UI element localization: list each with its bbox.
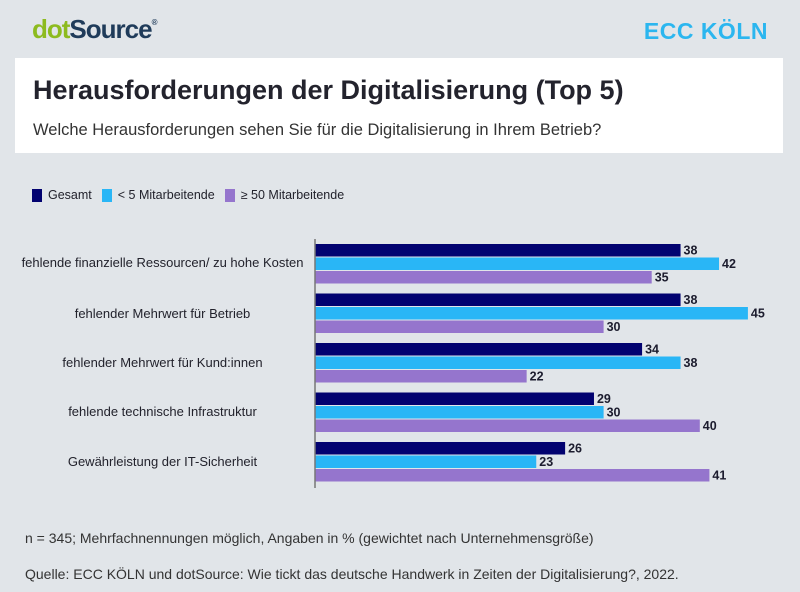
data-label: 29 bbox=[597, 392, 611, 406]
data-label: 23 bbox=[539, 455, 553, 469]
bar bbox=[315, 356, 681, 369]
bar bbox=[315, 293, 681, 306]
data-label: 40 bbox=[703, 419, 717, 433]
data-label: 35 bbox=[655, 271, 669, 285]
legend-swatch bbox=[32, 188, 42, 202]
legend-item-small: < 5 Mitarbeitende bbox=[101, 188, 215, 202]
bar bbox=[315, 455, 537, 468]
bar bbox=[315, 271, 652, 284]
legend-label: ≥ 50 Mitarbeitende bbox=[240, 188, 345, 202]
category-label: fehlender Mehrwert für Betrieb bbox=[74, 306, 251, 321]
ecc-koeln-logo: ECC KÖLN bbox=[643, 18, 768, 44]
title-box: Herausforderungen der Digitalisierung (T… bbox=[15, 58, 783, 153]
chart-title: Herausforderungen der Digitalisierung (T… bbox=[33, 75, 624, 105]
data-label: 22 bbox=[530, 370, 544, 384]
dotsource-logo: dotSource® bbox=[32, 14, 157, 44]
bar bbox=[315, 392, 594, 405]
legend: Gesamt < 5 Mitarbeitende ≥ 50 Mitarbeite… bbox=[32, 188, 344, 202]
data-label: 45 bbox=[751, 307, 765, 321]
category-label: Gewährleistung der IT-Sicherheit bbox=[67, 454, 258, 469]
data-label: 41 bbox=[712, 469, 726, 483]
data-label: 30 bbox=[607, 406, 621, 420]
data-label: 26 bbox=[568, 442, 582, 456]
bar bbox=[315, 343, 643, 356]
category-label: fehlender Mehrwert für Kund:innen bbox=[62, 355, 263, 370]
data-label: 38 bbox=[684, 356, 698, 370]
chart-subtitle: Welche Herausforderungen sehen Sie für d… bbox=[33, 121, 602, 139]
data-label: 30 bbox=[607, 320, 621, 334]
legend-swatch bbox=[101, 188, 112, 202]
category-label: fehlende finanzielle Ressourcen/ zu hohe… bbox=[21, 255, 304, 270]
category-label: fehlende technische Infrastruktur bbox=[68, 404, 257, 419]
bar bbox=[315, 244, 681, 257]
legend-label: < 5 Mitarbeitende bbox=[117, 188, 215, 202]
bar bbox=[315, 469, 710, 482]
bar bbox=[315, 257, 720, 270]
footnote: n = 345; Mehrfachnennungen möglich, Anga… bbox=[25, 530, 594, 546]
source-note: Quelle: ECC KÖLN und dotSource: Wie tick… bbox=[25, 566, 679, 582]
data-label: 42 bbox=[722, 257, 736, 271]
data-label: 34 bbox=[645, 343, 659, 357]
bar bbox=[315, 307, 748, 320]
legend-item-gesamt: Gesamt bbox=[32, 188, 92, 202]
legend-label: Gesamt bbox=[48, 188, 92, 202]
data-label: 38 bbox=[684, 293, 698, 307]
bar bbox=[315, 320, 604, 333]
bar bbox=[315, 370, 527, 383]
bar bbox=[315, 419, 700, 432]
legend-item-large: ≥ 50 Mitarbeitende bbox=[224, 188, 345, 202]
data-label: 38 bbox=[684, 244, 698, 258]
legend-swatch bbox=[224, 188, 235, 202]
bar bbox=[315, 406, 604, 419]
bar bbox=[315, 442, 566, 455]
